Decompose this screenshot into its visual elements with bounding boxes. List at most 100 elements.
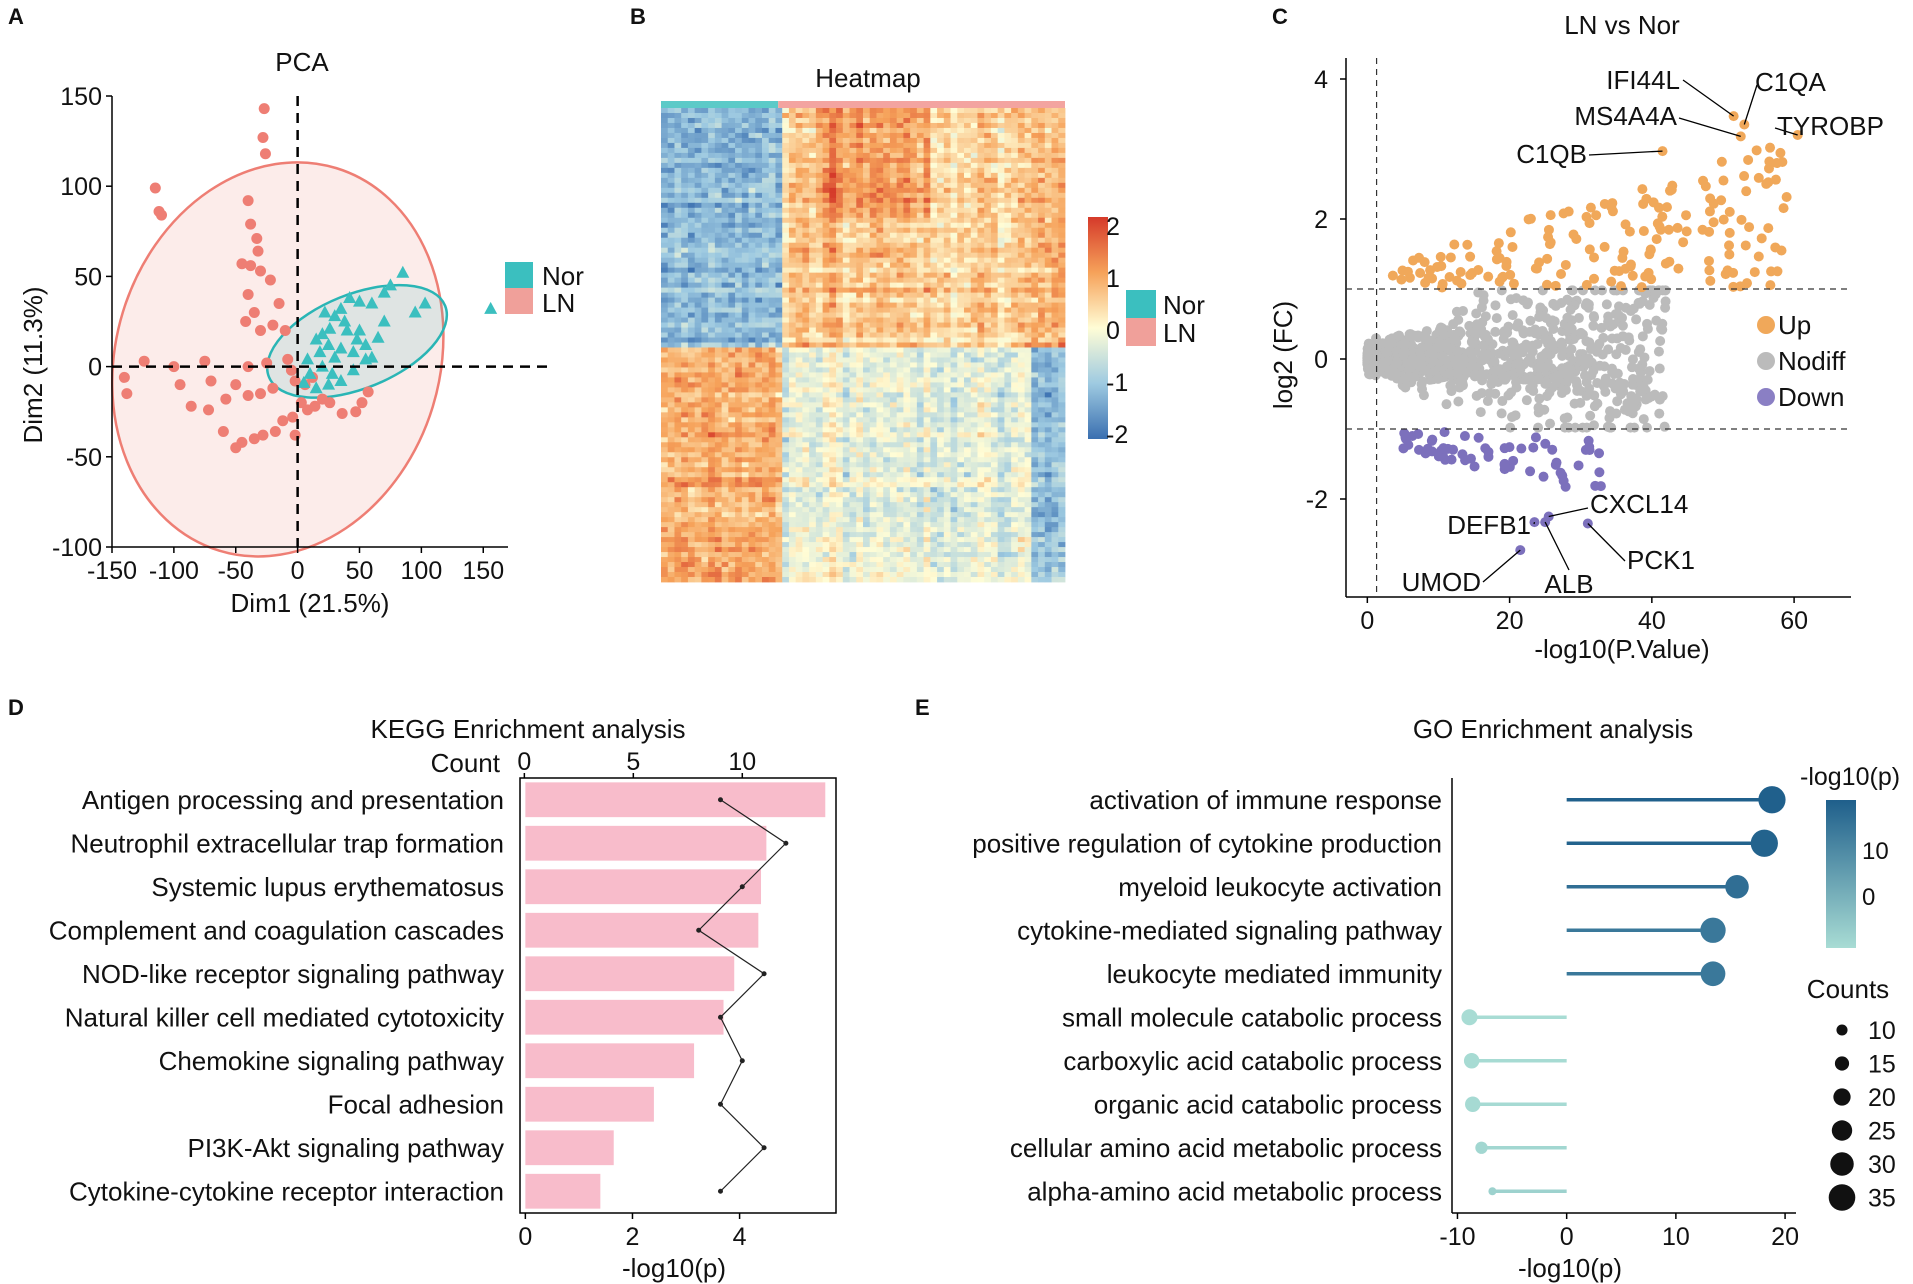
heatmap-cell [741,192,749,199]
heatmap-cell [1044,472,1052,478]
heatmap-cell [701,452,709,458]
heatmap-cell [903,267,911,274]
heatmap-cell [721,382,729,388]
heatmap-cell [667,382,675,388]
heatmap-cell [1058,147,1066,154]
heatmap-cell [1024,367,1032,373]
heatmap-cell [876,322,884,328]
heatmap-cell [768,132,776,139]
heatmap-cell [735,277,743,284]
heatmap-cell [964,487,972,493]
heatmap-cell [937,432,945,438]
heatmap-cell [950,392,958,398]
heatmap-cell [910,227,918,234]
heatmap-cell [829,502,837,508]
heatmap-cell [984,502,992,508]
heatmap-cell [661,427,669,433]
heatmap-cell [661,372,669,378]
heatmap-cell [768,257,776,264]
heatmap-cell [876,167,884,174]
heatmap-cell [883,372,891,378]
heatmap-cell [916,332,924,338]
heatmap-cell [775,137,783,144]
heatmap-cell [694,372,702,378]
heatmap-cell [782,487,790,493]
heatmap-cell [795,302,803,308]
heatmap-cell [876,332,884,338]
heatmap-cell [721,162,729,169]
heatmap-cell [1017,197,1025,204]
heatmap-cell [728,407,736,413]
heatmap-cell [1024,307,1032,313]
heatmap-cell [815,297,823,303]
heatmap-cell [916,492,924,498]
heatmap-cell [802,112,810,119]
heatmap-cell [957,292,965,298]
heatmap-cell [788,397,797,403]
heatmap-cell [903,402,911,408]
heatmap-cell [1031,377,1039,383]
heatmap-cell [977,307,985,313]
heatmap-cell [984,357,992,363]
heatmap-cell [728,462,736,468]
heatmap-cell [701,257,709,264]
heatmap-cell [950,108,958,114]
pca-y-tick-label: 100 [60,173,102,201]
heatmap-cell [788,272,797,279]
heatmap-cell [943,292,951,298]
heatmap-cell [762,397,770,403]
heatmap-cell [802,192,810,199]
heatmap-cell [943,392,951,398]
heatmap-cell [674,292,682,298]
heatmap-cell [1038,347,1046,353]
heatmap-cell [1031,372,1039,378]
heatmap-cell [964,492,972,498]
heatmap-cell [916,387,924,393]
heatmap-cell [950,322,958,328]
heatmap-cell [923,397,931,403]
heatmap-cell [876,312,884,318]
heatmap-cell [667,137,675,144]
heatmap-cell [876,307,884,313]
heatmap-cell [802,482,810,488]
pca-legend-nor-swatch [505,262,533,288]
heatmap-cell [741,402,749,408]
heatmap-cell [849,117,857,124]
heatmap-cell [1024,232,1032,239]
heatmap-cell [842,142,850,149]
heatmap-cell [957,247,965,254]
heatmap-cell [937,392,945,398]
heatmap-cell [943,397,951,403]
heatmap-cell [701,142,709,149]
heatmap-cell [815,112,823,119]
heatmap-cell [694,252,702,259]
heatmap-cell [889,407,898,413]
heatmap-cell [782,312,790,318]
heatmap-cell [802,487,810,493]
heatmap-cell [876,252,884,259]
heatmap-cell [762,292,770,298]
heatmap-cell [667,407,675,413]
heatmap-cell [977,282,985,289]
heatmap-cell [977,212,985,219]
heatmap-cell [836,182,844,189]
heatmap-cell [896,487,904,493]
heatmap-cell [661,347,669,353]
heatmap-cell [977,252,985,259]
heatmap-cell [1004,127,1012,134]
heatmap-cell [842,477,850,483]
heatmap-cell [768,402,776,408]
heatmap-cell [896,497,904,503]
heatmap-cell [1017,492,1025,498]
heatmap-cell [708,297,716,303]
heatmap-cell [923,467,931,473]
heatmap-cell [869,307,877,313]
heatmap-cell [1051,367,1059,373]
heatmap-cell [1017,202,1025,209]
heatmap-cell [869,332,877,338]
heatmap-cell [822,372,830,378]
heatmap-cell [977,437,985,443]
heatmap-cell [916,277,924,284]
heatmap-cell [977,477,985,483]
heatmap-cell [768,382,776,388]
